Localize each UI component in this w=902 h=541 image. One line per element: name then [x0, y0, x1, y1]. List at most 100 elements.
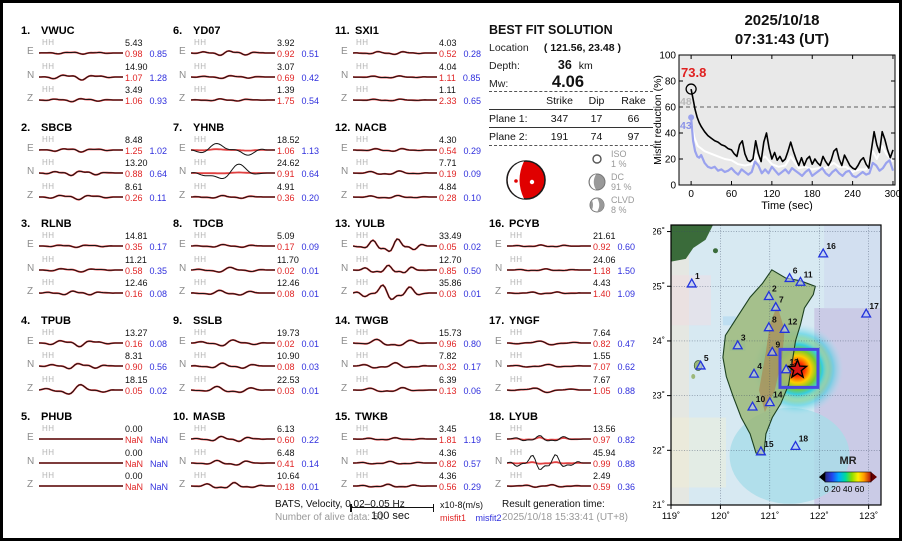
- event-datetime: 2025/10/18 07:31:43 (UT): [663, 11, 899, 49]
- misfit2-value: 0.06: [463, 385, 482, 396]
- channel-label: HH: [194, 374, 207, 384]
- channel-label: HH: [510, 471, 523, 480]
- misfit1-value: 0.92: [593, 242, 611, 252]
- waveform-trace: [353, 74, 437, 79]
- amplitude-value: 4.03: [439, 38, 457, 48]
- misfit2-value: NaN: [150, 482, 169, 492]
- misfit2-value: 0.01: [301, 289, 320, 299]
- channel-label: HH: [42, 181, 55, 191]
- amplitude-value: 8.31: [125, 351, 143, 361]
- misfit1-value: 0.03: [439, 289, 457, 299]
- waveform-trace: [191, 243, 275, 249]
- amplitude-value: 11.70: [277, 254, 299, 265]
- channel-label: HH: [194, 158, 207, 167]
- misfit1-value: 1.75: [277, 96, 295, 106]
- component-label: N: [495, 455, 503, 467]
- station-marker-triangle: [794, 276, 806, 286]
- component-row: E HH 4.30 0.54 0.29: [335, 135, 487, 160]
- station-block: 1. VWUC E HH 5.43 0.98 0.85 N HH 14.90 1.07 1.28 Z HH…: [21, 25, 173, 120]
- misfit2-value: 0.01: [301, 338, 320, 349]
- svg-text:Misfit reduction (%): Misfit reduction (%): [653, 75, 664, 165]
- waveform-trace: [191, 481, 275, 489]
- misfit2-value: 0.01: [301, 265, 320, 276]
- amplitude-value: 7.67: [593, 374, 611, 385]
- component-label: E: [179, 142, 186, 154]
- station-marker-triangle: [766, 346, 778, 356]
- amplitude-value: 6.13: [277, 424, 295, 434]
- misfit2-value: 0.09: [463, 169, 482, 179]
- misfit-values: 0.32 0.17: [439, 362, 481, 372]
- station-number: 18.: [489, 411, 505, 423]
- station-header: 1. VWUC: [21, 25, 75, 37]
- waveform-trace: [353, 386, 437, 392]
- component-label: E: [341, 432, 348, 443]
- svg-text:6: 6: [793, 265, 798, 275]
- svg-text:2: 2: [772, 283, 777, 293]
- depth-label: Depth:: [489, 60, 520, 72]
- station-block: 16. PCYB E HH 21.61 0.92 0.60 N HH 24.06 1.18 1.50 Z…: [489, 218, 641, 313]
- waveform-trace: [353, 284, 437, 301]
- waveform-trace: [39, 244, 123, 249]
- amplitude-value: 7.64: [593, 327, 611, 338]
- misfit-values: NaN NaN: [125, 482, 168, 492]
- misfit1-value: 0.08: [277, 289, 295, 299]
- channel-label: HH: [510, 278, 523, 287]
- clvd-icon: [589, 197, 605, 212]
- misfit2-value: 0.17: [463, 362, 482, 372]
- svg-text:48: 48: [680, 96, 692, 108]
- channel-label: HH: [510, 447, 523, 457]
- waveform-trace: [39, 51, 123, 56]
- misfit2-value: 0.64: [149, 169, 168, 179]
- amplitude-value: 0.00: [125, 471, 143, 481]
- waveform-trace: [353, 436, 437, 441]
- component-row: N HH 8.31 0.90 0.56: [21, 351, 173, 376]
- component-row: Z HH 4.36 0.56 0.29: [335, 471, 487, 496]
- svg-text:11: 11: [804, 269, 813, 279]
- component-label: N: [27, 69, 35, 81]
- component-label: N: [27, 166, 35, 177]
- channel-label: HH: [356, 61, 369, 71]
- component-row: E HH 4.03 0.52 0.28: [335, 38, 487, 63]
- misfit-values: 0.58 0.35: [125, 266, 167, 276]
- misfit2-value: 0.85: [462, 72, 481, 83]
- misfit1-value: 0.08: [277, 362, 295, 372]
- station-block: 2. SBCB E HH 8.48 1.25 1.02 N HH 13.20 0.88 0.64 Z HH…: [21, 122, 173, 217]
- component-label: Z: [179, 382, 186, 394]
- component-label: Z: [495, 479, 502, 490]
- misfit-values: 0.90 0.56: [125, 362, 167, 372]
- misfit2-value: 0.10: [463, 192, 482, 203]
- misfit-values: 0.98 0.85: [125, 49, 167, 59]
- svg-text:10: 10: [756, 394, 766, 404]
- misfit1-value: 1.18: [593, 265, 611, 276]
- plane2-row: Plane 2: 191 74 97: [489, 128, 653, 146]
- waveform-trace: [39, 267, 123, 273]
- misfit2-value: 0.57: [463, 458, 482, 469]
- location-value: ( 121.56, 23.48 ): [543, 42, 621, 54]
- svg-text:20: 20: [665, 155, 677, 166]
- station-name: YULB: [355, 218, 385, 230]
- svg-text:14: 14: [773, 390, 783, 400]
- station-name: LYUB: [509, 411, 538, 423]
- misfit-values: 0.82 0.57: [439, 459, 481, 469]
- station-header: 11. SXI1: [335, 25, 379, 37]
- misfit1-value: 0.69: [277, 72, 295, 83]
- station-name: TPUB: [41, 314, 71, 327]
- amplitude-value: 18.52: [277, 134, 300, 145]
- misfit2-value: 0.08: [149, 289, 168, 299]
- component-row: Z HH 12.46 0.08 0.01: [173, 278, 325, 303]
- component-row: N HH 14.90 1.07 1.28: [21, 62, 173, 87]
- misfit-values: 1.11 0.85: [439, 73, 480, 83]
- misfit1-value: 7.07: [593, 362, 611, 372]
- channel-label: HH: [194, 231, 207, 240]
- component-row: Z HH 22.53 0.03 0.01: [173, 374, 325, 400]
- misfit-values: 0.35 0.17: [125, 242, 167, 252]
- channel-label: HH: [42, 38, 55, 47]
- misfit2-value: 0.14: [301, 458, 320, 469]
- event-date: 2025/10/18: [744, 12, 820, 29]
- station-marker-triangle: [763, 290, 775, 301]
- component-label: N: [341, 166, 349, 177]
- station-number: 12.: [335, 121, 351, 134]
- component-row: N HH 3.07 0.69 0.42: [173, 62, 325, 87]
- component-row: E HH 14.81 0.35 0.17: [21, 231, 173, 256]
- amplitude-value: 6.48: [277, 447, 295, 458]
